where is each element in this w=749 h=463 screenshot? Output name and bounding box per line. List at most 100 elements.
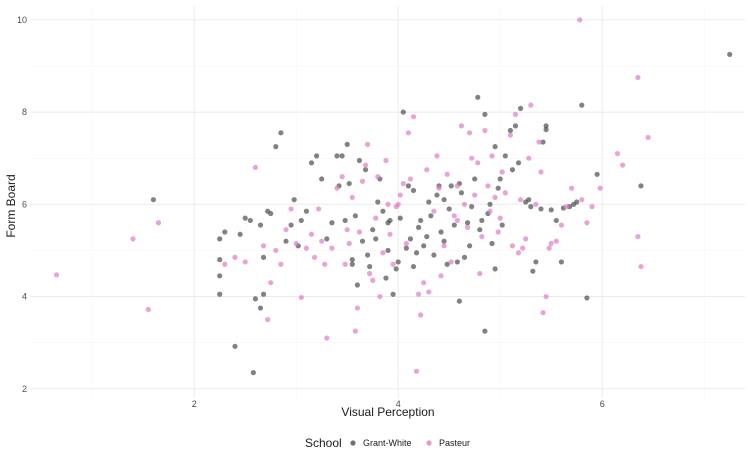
point-grant-white — [298, 217, 304, 224]
point-pasteur — [407, 176, 414, 182]
point-pasteur — [482, 127, 488, 134]
point-pasteur — [426, 289, 432, 295]
point-pasteur — [487, 208, 493, 214]
point-pasteur — [346, 240, 352, 247]
point-grant-white — [260, 254, 267, 260]
point-pasteur — [383, 157, 389, 164]
point-pasteur — [614, 150, 621, 157]
point-grant-white — [515, 160, 522, 166]
point-pasteur — [451, 213, 457, 219]
legend-label-pasteur: Pasteur — [439, 438, 470, 448]
point-grant-white — [418, 217, 424, 224]
point-pasteur — [293, 240, 299, 247]
point-grant-white — [359, 238, 366, 244]
point-pasteur — [387, 231, 393, 237]
point-pasteur — [260, 243, 267, 249]
point-pasteur — [288, 206, 294, 212]
point-pasteur — [273, 247, 279, 254]
point-grant-white — [482, 328, 488, 334]
legend: School Grant-White Pasteur — [305, 436, 470, 450]
point-grant-white — [265, 208, 271, 214]
point-grant-white — [217, 257, 223, 263]
point-grant-white — [428, 213, 434, 219]
point-grant-white — [217, 236, 223, 242]
point-pasteur — [479, 233, 485, 240]
point-grant-white — [512, 123, 519, 129]
point-pasteur — [377, 293, 383, 300]
point-pasteur — [434, 153, 440, 159]
point-pasteur — [242, 259, 248, 265]
point-grant-white — [444, 261, 450, 267]
point-grant-white — [252, 296, 258, 302]
point-pasteur — [577, 17, 583, 23]
point-pasteur — [620, 162, 626, 168]
x-tick-label: 6 — [600, 399, 605, 409]
point-pasteur — [344, 227, 350, 233]
point-pasteur — [441, 243, 447, 249]
point-pasteur — [53, 272, 60, 278]
legend-label-grant-white: Grant-White — [363, 438, 412, 448]
point-grant-white — [469, 204, 475, 210]
point-pasteur — [308, 231, 315, 237]
point-pasteur — [635, 233, 641, 240]
point-pasteur — [502, 190, 508, 196]
point-grant-white — [303, 208, 309, 214]
point-grant-white — [518, 105, 524, 111]
point-pasteur — [367, 270, 373, 277]
point-grant-white — [540, 139, 546, 145]
point-grant-white — [495, 185, 501, 191]
point-pasteur — [339, 174, 345, 180]
point-grant-white — [370, 227, 376, 233]
point-pasteur — [454, 183, 460, 189]
point-grant-white — [533, 259, 539, 265]
point-pasteur — [424, 167, 430, 173]
point-pasteur — [497, 215, 503, 221]
point-grant-white — [346, 180, 352, 187]
point-pasteur — [472, 192, 478, 198]
point-pasteur — [403, 240, 409, 247]
y-axis-ticks: 2 4 6 8 10 — [17, 15, 27, 394]
point-grant-white — [329, 220, 335, 226]
point-grant-white — [349, 257, 355, 263]
point-grant-white — [397, 215, 403, 221]
point-grant-white — [217, 273, 223, 279]
data-points — [53, 17, 733, 376]
point-grant-white — [441, 238, 447, 244]
point-pasteur — [635, 74, 641, 81]
point-grant-white — [528, 204, 534, 210]
point-grant-white — [232, 343, 238, 349]
point-grant-white — [383, 275, 389, 281]
y-axis-title: Form Board — [4, 174, 18, 237]
y-tick-label: 2 — [22, 384, 27, 394]
point-pasteur — [413, 368, 420, 374]
point-pasteur — [311, 254, 318, 260]
point-pasteur — [589, 204, 595, 210]
point-grant-white — [283, 238, 289, 244]
y-tick-label: 10 — [17, 15, 27, 25]
point-pasteur — [390, 261, 396, 267]
point-pasteur — [469, 155, 475, 161]
point-pasteur — [421, 280, 427, 286]
point-pasteur — [283, 227, 289, 233]
point-pasteur — [322, 261, 328, 267]
point-pasteur — [584, 220, 590, 226]
point-pasteur — [370, 277, 376, 283]
point-grant-white — [375, 199, 381, 205]
point-grant-white — [367, 263, 373, 270]
point-grant-white — [579, 102, 585, 108]
point-grant-white — [507, 127, 513, 134]
point-grant-white — [584, 295, 590, 301]
point-grant-white — [385, 220, 391, 226]
point-grant-white — [475, 94, 481, 100]
point-grant-white — [288, 222, 294, 228]
x-tick-label: 4 — [396, 399, 401, 409]
point-grant-white — [260, 291, 267, 297]
point-grant-white — [451, 222, 457, 228]
point-grant-white — [416, 224, 422, 230]
point-grant-white — [727, 51, 733, 58]
point-grant-white — [492, 144, 498, 150]
point-grant-white — [362, 167, 369, 173]
point-pasteur — [342, 261, 348, 267]
point-grant-white — [410, 187, 417, 194]
point-grant-white — [257, 305, 264, 311]
